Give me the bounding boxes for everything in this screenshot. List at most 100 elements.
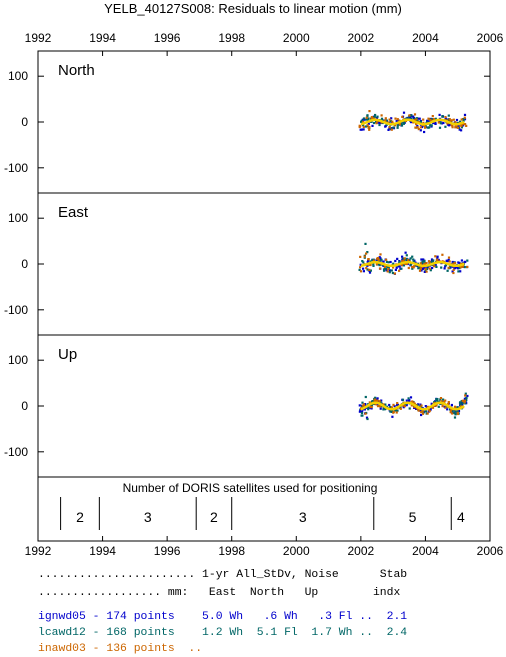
point-inawd03	[362, 403, 365, 406]
point-inawd03	[464, 123, 467, 126]
bottom-x-tick-label-1992: 1992	[25, 544, 52, 558]
point-ignwd05	[449, 123, 452, 126]
point-inawd03	[382, 403, 385, 406]
point-inawd03	[431, 406, 435, 409]
point-lcawd12	[462, 117, 466, 121]
point-ignwd05	[387, 128, 390, 131]
point-lcawd12	[405, 117, 408, 120]
point-lcawd12	[374, 113, 377, 117]
point-inawd03	[431, 115, 434, 118]
point-inawd03	[386, 270, 389, 273]
point-lcawd12	[401, 398, 405, 401]
point-inawd03	[368, 268, 371, 271]
point-inawd03	[424, 126, 427, 129]
point-inawd03	[428, 410, 431, 413]
point-lcawd12	[402, 264, 406, 267]
point-lcawd12	[394, 409, 397, 412]
point-inawd03	[446, 122, 449, 125]
point-inawd03	[466, 265, 469, 268]
point-lcawd12	[459, 401, 462, 404]
top-x-tick-label-1992: 1992	[25, 31, 52, 45]
scatter-up	[358, 392, 469, 421]
point-inawd03	[374, 403, 377, 406]
point-inawd03	[455, 125, 458, 128]
point-inawd03	[435, 404, 438, 407]
point-inawd03	[368, 128, 371, 131]
point-ignwd05	[455, 118, 459, 122]
point-lcawd12	[434, 117, 437, 120]
point-ignwd05	[367, 259, 370, 262]
point-inawd03	[444, 399, 447, 402]
point-inawd03	[413, 402, 416, 405]
point-lcawd12	[362, 261, 365, 264]
annual-fit-up	[360, 401, 465, 411]
point-ignwd05	[402, 406, 405, 409]
point-ignwd05	[362, 270, 365, 273]
point-lcawd12	[360, 411, 364, 415]
point-lcawd12	[458, 267, 461, 270]
point-ignwd05	[376, 403, 379, 406]
point-inawd03	[460, 118, 463, 121]
point-ignwd05	[359, 263, 362, 266]
point-inawd03	[434, 255, 437, 258]
point-ignwd05	[431, 266, 434, 270]
point-inawd03	[427, 408, 431, 411]
point-ignwd05	[378, 256, 381, 259]
point-ignwd05	[416, 264, 419, 268]
point-lcawd12	[396, 126, 399, 129]
point-lcawd12	[378, 264, 381, 267]
point-inawd03	[378, 400, 381, 403]
point-lcawd12	[405, 254, 408, 257]
point-ignwd05	[384, 125, 387, 128]
point-ignwd05	[436, 257, 439, 260]
point-lcawd12	[425, 410, 428, 413]
point-inawd03	[396, 118, 399, 121]
point-inawd03	[395, 411, 398, 414]
point-inawd03	[447, 401, 450, 404]
point-inawd03	[362, 125, 365, 128]
point-lcawd12	[388, 271, 391, 274]
point-inawd03	[441, 253, 444, 256]
point-lcawd12	[437, 405, 440, 408]
satellite-count-0: 2	[76, 509, 84, 525]
panel-label-east: East	[58, 204, 89, 221]
y-tick-label-1-0: 100	[8, 211, 28, 225]
point-ignwd05	[420, 413, 423, 417]
point-inawd03	[365, 116, 368, 119]
point-ignwd05	[430, 258, 434, 261]
point-inawd03	[460, 124, 463, 128]
point-lcawd12	[385, 119, 388, 122]
point-inawd03	[359, 125, 362, 128]
point-lcawd12	[369, 269, 372, 272]
point-lcawd12	[391, 271, 394, 275]
point-inawd03	[405, 262, 408, 265]
point-lcawd12	[392, 126, 395, 129]
point-lcawd12	[407, 397, 410, 400]
point-ignwd05	[366, 264, 369, 267]
point-lcawd12	[456, 406, 459, 409]
point-ignwd05	[446, 259, 449, 262]
point-ignwd05	[451, 260, 454, 264]
point-ignwd05	[457, 409, 460, 412]
point-lcawd12	[430, 124, 433, 127]
point-ignwd05	[421, 262, 424, 265]
point-ignwd05	[463, 113, 467, 116]
point-inawd03	[448, 260, 451, 263]
top-x-tick-label-1994: 1994	[89, 31, 116, 45]
point-ignwd05	[442, 121, 445, 125]
point-ignwd05	[361, 128, 364, 131]
point-inawd03	[373, 398, 377, 401]
point-lcawd12	[459, 403, 462, 407]
point-lcawd12	[431, 261, 434, 264]
point-lcawd12	[431, 118, 434, 121]
point-lcawd12	[462, 119, 465, 122]
point-inawd03	[416, 126, 419, 129]
bottom-x-tick-label-1994: 1994	[89, 544, 116, 558]
point-inawd03	[420, 404, 423, 407]
point-lcawd12	[384, 403, 387, 406]
point-ignwd05	[359, 128, 362, 131]
y-tick-label-2-0: 100	[8, 353, 28, 367]
point-lcawd12	[366, 114, 369, 118]
point-ignwd05	[463, 397, 466, 400]
point-inawd03	[363, 255, 366, 258]
